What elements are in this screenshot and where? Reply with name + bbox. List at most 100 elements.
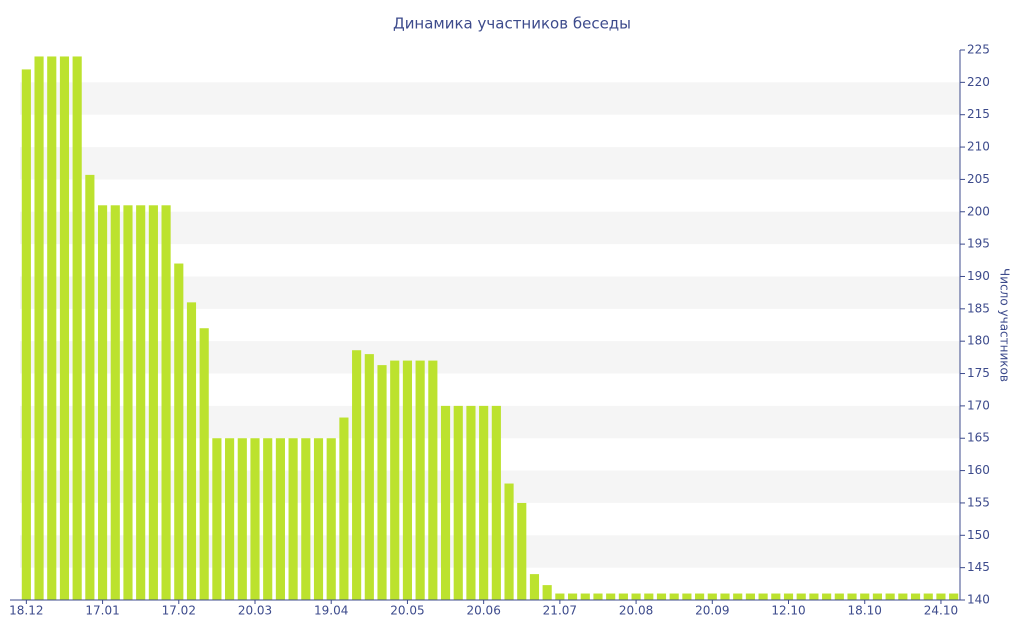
bar (847, 593, 857, 600)
y-axis-label: Число участников (998, 268, 1012, 382)
grid-band (20, 535, 960, 568)
bar (352, 350, 362, 600)
bar (212, 438, 222, 600)
y-tick-label: 165 (967, 431, 990, 445)
grid-band (20, 470, 960, 503)
bar (656, 593, 667, 600)
y-tick-label: 160 (967, 463, 990, 477)
bar (97, 205, 108, 600)
grid-band (20, 405, 960, 439)
bar (34, 56, 44, 601)
bar (250, 438, 260, 600)
bar (504, 483, 514, 600)
x-tick-label: 20.06 (466, 604, 500, 618)
bar (885, 593, 895, 600)
bar (72, 56, 82, 601)
y-tick-label: 150 (967, 528, 990, 542)
bar (669, 593, 679, 600)
bar (237, 438, 247, 600)
bar (288, 438, 298, 600)
bar (618, 593, 628, 600)
y-tick-label: 140 (967, 593, 990, 607)
chart-title: Динамика участников беседы (393, 15, 631, 33)
bar (860, 593, 870, 600)
bar (47, 56, 57, 601)
bar (707, 593, 717, 600)
y-tick-label: 145 (967, 560, 990, 574)
x-tick-label: 20.05 (390, 604, 424, 618)
bar (644, 593, 654, 600)
bar (161, 205, 171, 600)
grid-band (20, 341, 960, 374)
y-tick-label: 195 (967, 237, 990, 251)
bar (783, 593, 794, 600)
x-tick-label: 18.10 (848, 604, 882, 618)
bar (148, 205, 158, 600)
bar (872, 593, 883, 600)
bar (110, 205, 120, 600)
bar (186, 302, 197, 600)
y-tick-label: 225 (967, 43, 990, 57)
grid-band (20, 147, 960, 180)
x-tick-label: 12.10 (771, 604, 805, 618)
bar (542, 585, 552, 600)
bar (402, 360, 413, 600)
bar (491, 405, 501, 600)
bar (555, 593, 565, 600)
y-tick-label: 170 (967, 398, 990, 412)
grid-band (20, 276, 960, 309)
bar (682, 593, 692, 600)
bar (440, 405, 451, 600)
bar (745, 593, 755, 600)
x-tick-label: 20.09 (695, 604, 729, 618)
bar (453, 405, 463, 600)
bar (567, 593, 578, 600)
x-tick-label: 17.01 (85, 604, 119, 618)
bar (59, 56, 70, 601)
grid-band (20, 211, 960, 245)
y-tick-label: 210 (967, 140, 990, 154)
bar (771, 593, 781, 600)
bar (123, 205, 133, 600)
y-tick-label: 215 (967, 107, 990, 121)
bar (758, 593, 768, 600)
bar (695, 593, 705, 600)
bar (898, 593, 908, 600)
x-tick-label: 19.04 (314, 604, 348, 618)
bar (326, 438, 336, 600)
x-tick-label: 21.07 (543, 604, 577, 618)
x-tick-label: 20.03 (238, 604, 272, 618)
bar (377, 365, 387, 600)
bar (580, 593, 590, 600)
grid-band (20, 82, 960, 115)
bar (949, 593, 959, 600)
y-tick-label: 180 (967, 334, 990, 348)
bar (720, 593, 730, 600)
bar (796, 593, 806, 600)
y-tick-label: 200 (967, 204, 990, 218)
y-tick-label: 175 (967, 366, 990, 380)
x-tick-label: 18.12 (9, 604, 43, 618)
bar (631, 593, 641, 600)
bar (390, 360, 400, 600)
y-tick-label: 185 (967, 301, 990, 315)
bar (529, 574, 540, 600)
bar (364, 354, 374, 600)
bar (275, 438, 285, 600)
bar (936, 593, 946, 600)
bar (910, 593, 921, 600)
x-tick-label: 20.08 (619, 604, 653, 618)
y-tick-label: 205 (967, 172, 990, 186)
bar (174, 263, 184, 600)
bar (822, 593, 832, 600)
bar (136, 205, 146, 600)
x-tick-label: 24.10 (924, 604, 958, 618)
bar (199, 328, 209, 600)
bar (809, 593, 819, 600)
bar (415, 360, 425, 600)
bar (923, 593, 933, 600)
y-tick-label: 220 (967, 75, 990, 89)
bar (606, 593, 616, 600)
bar (263, 438, 273, 600)
